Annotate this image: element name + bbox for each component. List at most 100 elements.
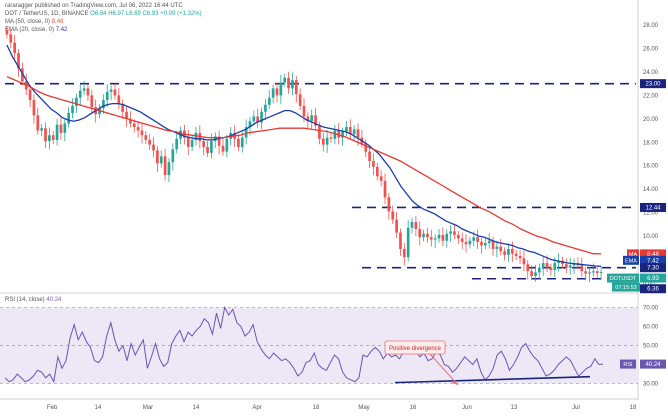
candle-body: [267, 97, 271, 105]
candle-body: [592, 271, 595, 273]
value-tag-label: 12.44: [645, 205, 661, 211]
candle-body: [557, 260, 560, 264]
candle-body: [159, 156, 163, 164]
ohlc-open: O6.84: [90, 11, 107, 17]
candle-body: [399, 232, 402, 249]
value-tag-box: [640, 79, 666, 89]
candle-body: [549, 267, 553, 271]
time-tick-label: Jul: [572, 405, 580, 411]
candle-body: [256, 116, 260, 123]
candle-body: [345, 127, 348, 132]
value-tag-name-box: [623, 255, 639, 265]
candle-body: [364, 143, 368, 152]
value-tag-box: [640, 273, 666, 283]
candle-body: [48, 135, 51, 142]
time-tick-label: Apr: [252, 405, 261, 411]
candle-body: [144, 135, 148, 140]
candle-body: [291, 80, 294, 89]
time-tick-label: 14: [95, 405, 102, 411]
rsi-value-tag: 40.24: [645, 362, 661, 368]
value-tag-box: [640, 284, 666, 294]
candle-body: [480, 241, 483, 246]
rsi-tick-label: 50.00: [643, 344, 659, 350]
rsi-tick-label: 30.00: [643, 382, 659, 388]
value-tag-label: 8.48: [647, 252, 659, 258]
candle-body: [117, 95, 121, 104]
candle-body: [383, 180, 387, 198]
candle-body: [40, 128, 44, 131]
time-tick-label: 18: [313, 405, 320, 411]
candle-body: [167, 162, 171, 176]
price-tick-label: 28.00: [643, 23, 659, 29]
candle-body: [240, 137, 244, 147]
candle-body: [402, 248, 406, 258]
candle-body: [217, 136, 221, 146]
price-tick-label: 26.00: [643, 46, 659, 52]
candle-body: [441, 234, 445, 241]
candle-body: [584, 271, 587, 274]
annotation-box: [384, 340, 446, 355]
rsi-value-tag-box: [640, 359, 666, 369]
price-tick-label: 22.00: [643, 93, 659, 99]
ma-value: 8.48: [51, 19, 64, 25]
candle-body: [595, 271, 599, 273]
candle-body: [321, 138, 325, 145]
candle-body: [356, 129, 360, 138]
candle-body: [464, 241, 468, 245]
candle-body: [59, 124, 63, 133]
candle-body: [264, 104, 267, 112]
candle-body: [410, 222, 414, 228]
candle-body: [63, 123, 67, 133]
candle-body: [244, 127, 248, 138]
candle-body: [28, 89, 32, 101]
candle-body: [9, 34, 13, 43]
candle-body: [476, 237, 479, 242]
candle-body: [210, 141, 213, 153]
candle-body: [352, 129, 356, 135]
candle-body: [599, 272, 603, 274]
candle-body: [495, 246, 499, 249]
candle-body: [348, 127, 352, 135]
time-tick-label: 18: [630, 405, 637, 411]
candle-body: [294, 80, 298, 95]
rsi-header: RSI (14, close) 40.24: [5, 297, 61, 303]
candle-body: [252, 116, 256, 122]
candle-body: [510, 248, 514, 254]
candle-body: [36, 115, 40, 131]
symbol-label: DOT / TetherUS, 1D, BINANCE: [5, 11, 89, 17]
candle-body: [279, 82, 283, 96]
candle-body: [422, 233, 425, 238]
ohlc-high: H6.97: [108, 11, 125, 17]
candle-body: [553, 263, 557, 271]
rsi-tag-name-box: [620, 359, 636, 369]
value-tag-label: 6.36: [647, 287, 659, 293]
candle-body: [156, 150, 159, 164]
value-tag-box: [640, 249, 666, 259]
candle-body: [429, 237, 433, 240]
candle-body: [237, 138, 240, 147]
candle-body: [71, 105, 74, 113]
ohlc-change: +0.09 (+1.32%): [160, 11, 202, 17]
candle-body: [202, 141, 206, 147]
candle-body: [302, 105, 306, 117]
ema20-line: [6, 44, 602, 267]
candle-body: [102, 100, 105, 109]
candle-body: [248, 121, 252, 128]
candle-body: [221, 145, 225, 152]
time-tick-label: 16: [410, 405, 417, 411]
annotation-arrowhead: [452, 380, 458, 385]
candle-body: [518, 256, 522, 259]
candle-body: [372, 161, 375, 167]
candle-body: [526, 264, 530, 272]
candle-body: [78, 90, 82, 98]
candle-body: [287, 77, 290, 89]
candle-body: [271, 88, 275, 98]
candle-body: [456, 234, 460, 239]
value-tag-name-box: [607, 273, 639, 283]
price-tick-label: 6.00: [643, 281, 655, 287]
candle-body: [468, 240, 472, 245]
candle-body: [171, 149, 175, 163]
candle-body: [186, 137, 190, 147]
candle-body: [541, 263, 545, 268]
